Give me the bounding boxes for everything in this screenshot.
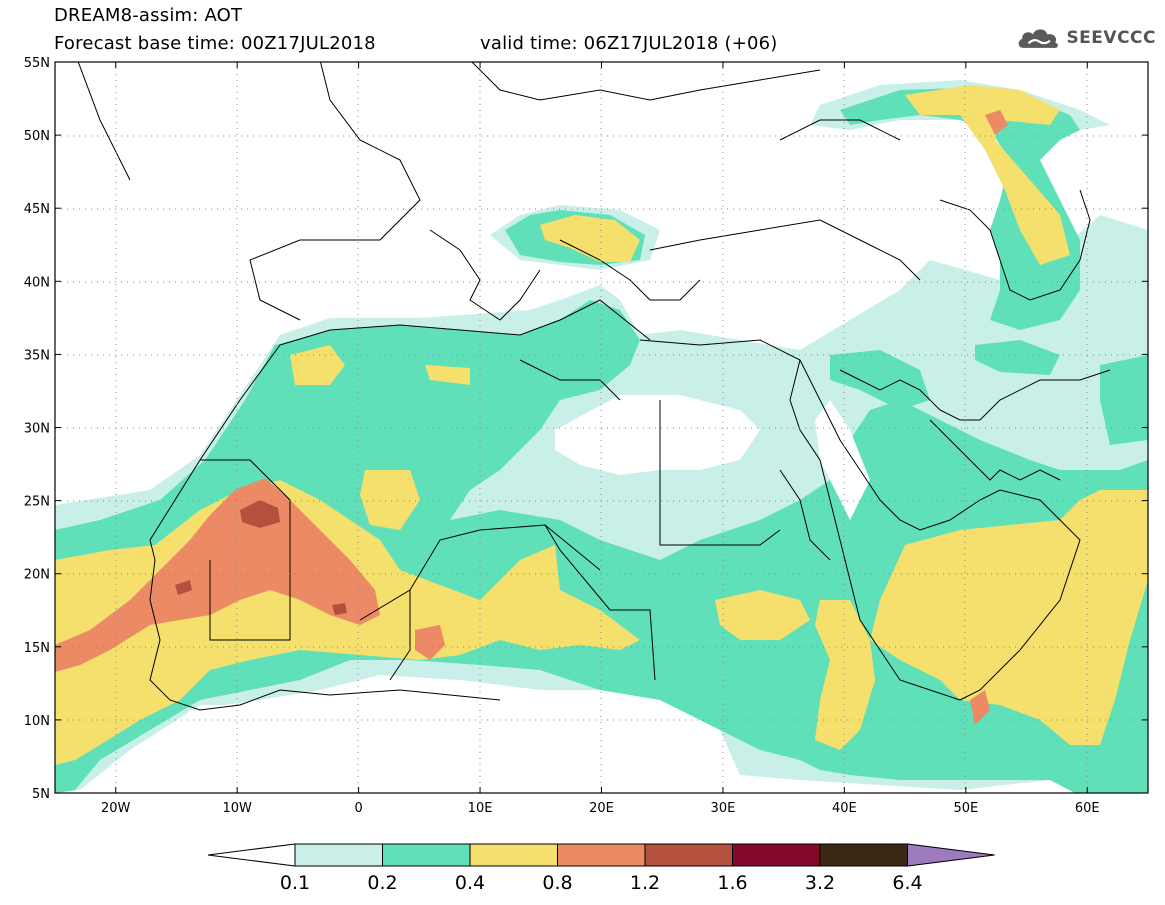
colorbar-segment (732, 843, 821, 867)
colorbar-segment (382, 843, 471, 867)
colorbar-label: 1.6 (717, 872, 747, 894)
map-title: DREAM8-assim: AOT (54, 5, 243, 26)
lat-tick-label: 30N (24, 422, 50, 437)
lat-tick-label: 5N (32, 787, 50, 802)
lat-tick-label: 15N (24, 641, 50, 656)
lat-tick-label: 45N (24, 202, 50, 217)
coastlines (77, 62, 1111, 711)
lon-tick-label: 20E (589, 801, 614, 816)
colorbar-label: 0.2 (367, 872, 397, 894)
cloud-icon (1018, 29, 1058, 48)
colorbar: 0.1 0.2 0.4 0.8 1.2 1.6 3.2 6.4 (207, 843, 995, 894)
colorbar-label: 1.2 (630, 872, 660, 894)
lon-tick-label: 40E (832, 801, 857, 816)
lat-tick-label: 10N (24, 714, 50, 729)
colorbar-segment (294, 843, 383, 867)
lon-tick-label: 30E (711, 801, 736, 816)
colorbar-segment (557, 843, 646, 867)
colorbar-segment (819, 843, 908, 867)
seevccc-logo: SEEVCCC (1016, 22, 1156, 54)
colorbar-arrow-low (207, 843, 296, 867)
lon-tick-label: 10E (468, 801, 493, 816)
lat-tick-label: 55N (24, 56, 50, 71)
colorbar-label: 0.8 (542, 872, 572, 894)
lat-tick-label: 40N (24, 275, 50, 290)
aot-band-0-8 (55, 110, 1008, 725)
colorbar-arrow-high (907, 843, 995, 867)
aot-band-1-2 (175, 500, 347, 615)
aot-contours (55, 62, 1148, 793)
lat-tick-label: 35N (24, 348, 50, 363)
valid-time: valid time: 06Z17JUL2018 (+06) (480, 33, 778, 54)
lat-tick-label: 50N (24, 129, 50, 144)
aot-clear-areas (140, 395, 870, 793)
lon-axis: 20W 10W 0 10E 20E 30E 40E 50E 60E (101, 62, 1100, 816)
colorbar-label: 0.1 (280, 872, 310, 894)
lat-tick-label: 25N (24, 495, 50, 510)
lat-axis: 55N 50N 45N 40N 35N 30N 25N 20N 15N 10N 5N (24, 56, 1148, 802)
colorbar-label: 3.2 (805, 872, 835, 894)
forecast-base-time: Forecast base time: 00Z17JUL2018 (54, 33, 376, 54)
colorbar-segment (469, 843, 558, 867)
lon-tick-label: 10W (222, 801, 252, 816)
colorbar-label: 0.4 (455, 872, 485, 894)
lat-tick-label: 20N (24, 568, 50, 583)
lon-tick-label: 20W (101, 801, 131, 816)
lon-tick-label: 60E (1075, 801, 1100, 816)
lon-tick-label: 0 (354, 801, 362, 816)
colorbar-segment (644, 843, 733, 867)
logo-text: SEEVCCC (1066, 28, 1156, 48)
colorbar-label: 6.4 (892, 872, 922, 894)
lon-tick-label: 50E (953, 801, 978, 816)
graticule (55, 62, 1148, 793)
